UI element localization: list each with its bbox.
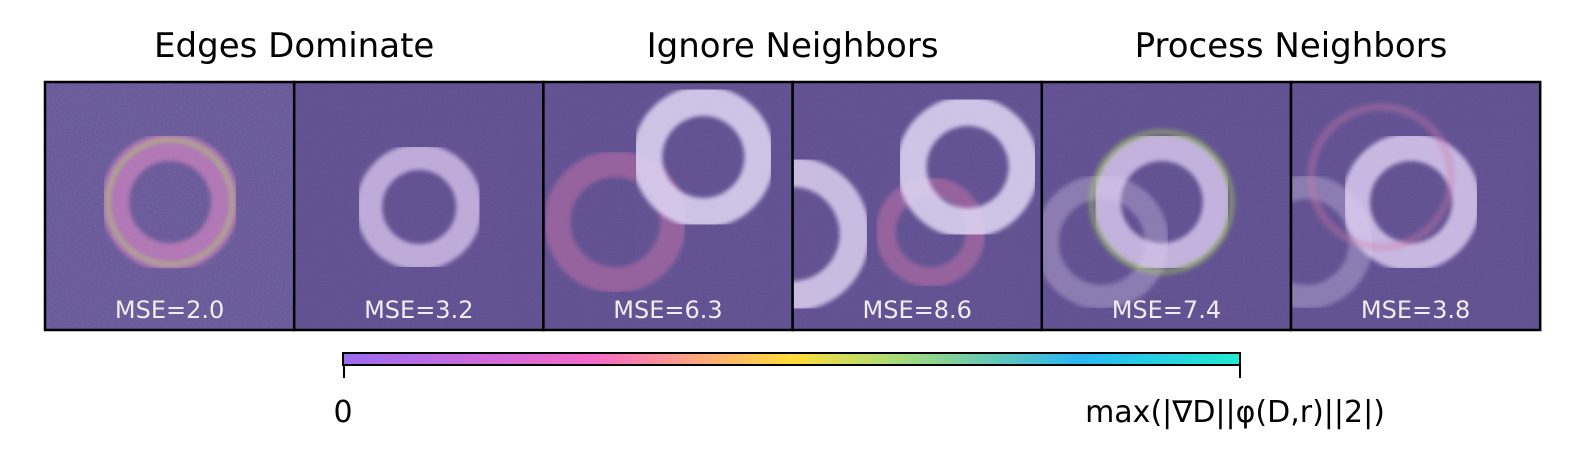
panel-label: MSE=2.0	[115, 296, 224, 324]
panel-border	[1289, 80, 1542, 332]
ring	[356, 144, 483, 270]
panel-label: MSE=3.2	[364, 296, 473, 324]
ring	[106, 138, 234, 266]
panel-image	[792, 82, 1042, 330]
ring	[1092, 133, 1231, 271]
ring	[1088, 129, 1235, 275]
panel-label: MSE=7.4	[1112, 296, 1221, 324]
group-title: Process Neighbors	[1135, 26, 1448, 66]
panel-noise	[294, 82, 544, 330]
ring	[101, 133, 239, 271]
panel: MSE=2.0	[43, 80, 296, 332]
ring	[544, 151, 687, 293]
panel-image	[543, 82, 793, 330]
colorbar	[342, 352, 1241, 366]
group-title: Edges Dominate	[154, 26, 434, 66]
panel-image	[294, 82, 544, 330]
colorbar-min-label: 0	[333, 395, 352, 430]
panel-label: MSE=8.6	[863, 296, 972, 324]
panel: MSE=3.2	[292, 80, 545, 332]
ring	[792, 157, 870, 311]
colorbar-max-label: max(|∇D||φ(D,r)||2|)	[1085, 395, 1385, 430]
panel: MSE=8.6	[791, 80, 1044, 332]
panel: MSE=6.3	[542, 80, 794, 332]
panel-label: MSE=3.8	[1361, 296, 1470, 324]
ring	[896, 96, 1039, 238]
panel-image	[1041, 82, 1291, 330]
ring	[632, 86, 775, 228]
group-title: Ignore Neighbors	[647, 26, 939, 66]
panel: MSE=7.4	[1040, 80, 1293, 332]
panel: MSE=3.8	[1289, 80, 1542, 332]
ring	[1342, 133, 1480, 271]
panel-image	[1291, 82, 1541, 330]
panel-image	[45, 82, 295, 330]
panel-noise	[45, 82, 295, 330]
ring	[1307, 103, 1455, 251]
panel-label: MSE=6.3	[613, 296, 722, 324]
